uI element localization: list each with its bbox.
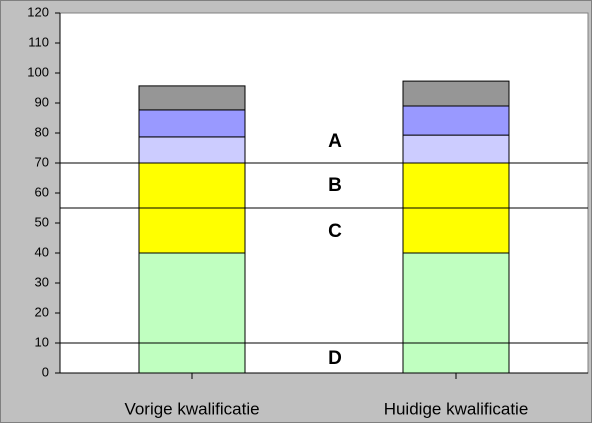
bar-segment — [402, 105, 510, 136]
y-tick-label: 80 — [35, 124, 49, 139]
y-tick-label: 0 — [42, 364, 49, 379]
bar-segment — [138, 252, 246, 374]
bar-segment — [138, 109, 246, 138]
bar-segment — [402, 252, 510, 374]
bar-segment — [138, 136, 246, 164]
bar-segment — [138, 85, 246, 111]
y-tick-label: 120 — [27, 4, 49, 19]
x-tick-label: Vorige kwalificatie — [124, 399, 259, 418]
bar-segment — [402, 134, 510, 164]
zone-label: B — [328, 175, 342, 196]
y-tick-label: 60 — [35, 184, 49, 199]
x-tick-label: Huidige kwalificatie — [384, 399, 529, 418]
y-tick-label: 10 — [35, 334, 49, 349]
zone-label: C — [328, 221, 342, 242]
y-tick-label: 100 — [27, 64, 49, 79]
y-tick-label: 50 — [35, 214, 49, 229]
y-tick-label: 20 — [35, 304, 49, 319]
zone-label: D — [328, 348, 342, 369]
zone-label: A — [328, 131, 342, 152]
y-tick-label: 70 — [35, 154, 49, 169]
y-tick-label: 110 — [28, 34, 49, 49]
y-tick-label: 40 — [35, 244, 49, 259]
bar-segment — [402, 80, 510, 107]
y-tick-label: 30 — [35, 274, 49, 289]
y-tick-label: 90 — [35, 94, 49, 109]
